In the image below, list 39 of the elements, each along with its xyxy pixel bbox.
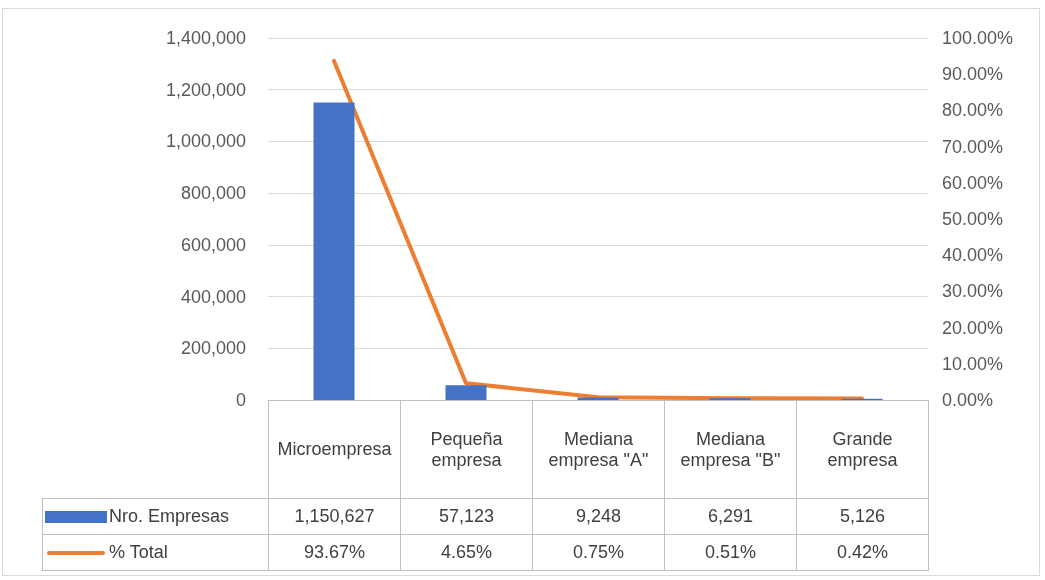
y-tick-label: 400,000	[180, 286, 246, 307]
bar	[445, 385, 487, 400]
x-tick-label: Mediana empresa "B"	[664, 400, 797, 499]
y2-tick-label: 0.00%	[942, 390, 994, 410]
data-label: 0.51%	[664, 534, 797, 571]
x-tick-label: Grande empresa	[796, 400, 929, 499]
y2-tick-label: 10.00%	[942, 353, 1004, 374]
legend-label: % Total	[109, 542, 168, 562]
data-label: 5,126	[796, 498, 929, 535]
bar	[313, 102, 355, 400]
y-tick-label: 0	[235, 390, 246, 410]
y-tick-label: 1,400,000	[165, 28, 246, 48]
y-tick-label: 800,000	[180, 183, 246, 204]
y2-tick-label: 90.00%	[942, 64, 1004, 85]
line-series	[332, 58, 864, 401]
y-tick-label: 1,000,000	[165, 131, 246, 152]
y-tick-label: 200,000	[180, 338, 246, 359]
data-label: 4.65%	[400, 534, 533, 571]
y2-tick-label: 50.00%	[942, 209, 1004, 229]
y-tick-label: 600,000	[180, 234, 246, 255]
y2-tick-label: 40.00%	[942, 245, 1004, 266]
y2-tick-label: 60.00%	[942, 172, 1004, 193]
data-label: 57,123	[400, 498, 533, 535]
y2-tick-label: 100.00%	[942, 28, 1014, 48]
data-label: 6,291	[664, 498, 797, 535]
x-tick-label: Mediana empresa "A"	[532, 400, 665, 499]
y2-tick-label: 20.00%	[942, 317, 1004, 338]
data-label: 0.42%	[796, 534, 929, 571]
data-label: 1,150,627	[268, 498, 401, 535]
data-label: 93.67%	[268, 534, 401, 571]
y-tick-label: 1,200,000	[165, 79, 246, 100]
x-tick-label: Pequeña empresa	[400, 400, 533, 499]
legend-label: Nro. Empresas	[109, 506, 230, 526]
data-label: 9,248	[532, 498, 665, 535]
y2-tick-label: 70.00%	[942, 136, 1004, 157]
y2-tick-label: 80.00%	[942, 100, 1004, 121]
x-tick-label: Microempresa	[268, 400, 401, 499]
y2-tick-label: 30.00%	[942, 281, 1004, 302]
data-label: 0.75%	[532, 534, 665, 571]
